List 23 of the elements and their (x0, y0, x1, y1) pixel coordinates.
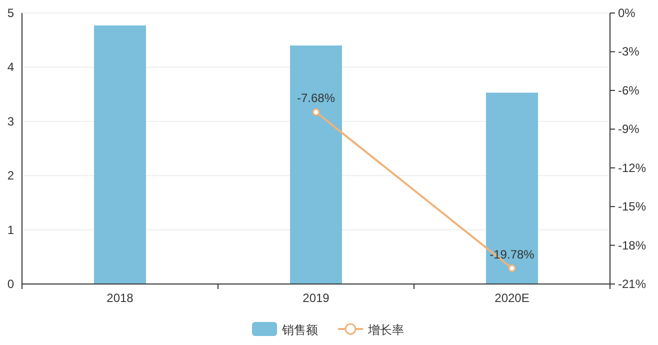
y-tick-label: 3 (7, 114, 14, 128)
bar (486, 92, 538, 284)
y2-tick-label: -12% (618, 160, 646, 175)
y2-tick-label: 0% (618, 6, 636, 20)
y-tick-label: 5 (7, 6, 14, 20)
data-label: -7.68% (296, 91, 336, 106)
y2-tick-label: -18% (618, 238, 646, 252)
y2-tick-label: -9% (618, 122, 640, 136)
y-tick-label: 0 (7, 277, 14, 291)
x-tick-label: 2019 (302, 291, 330, 305)
y2-tick-label: -15% (618, 200, 646, 214)
bar (290, 46, 342, 284)
bar (94, 25, 146, 284)
x-tick-label: 2020E (494, 291, 530, 305)
y2-tick-label: -21% (618, 277, 646, 291)
legend-label: 增长率 (367, 323, 404, 337)
y-tick-label: 4 (7, 60, 14, 74)
legend-label: 销售额 (281, 323, 318, 337)
y2-tick-label: -3% (618, 44, 640, 59)
x-tick-label: 2018 (106, 291, 134, 305)
y-tick-label: 2 (7, 168, 14, 183)
y2-tick-label: -6% (618, 83, 640, 98)
y-tick-label: 1 (7, 222, 14, 237)
